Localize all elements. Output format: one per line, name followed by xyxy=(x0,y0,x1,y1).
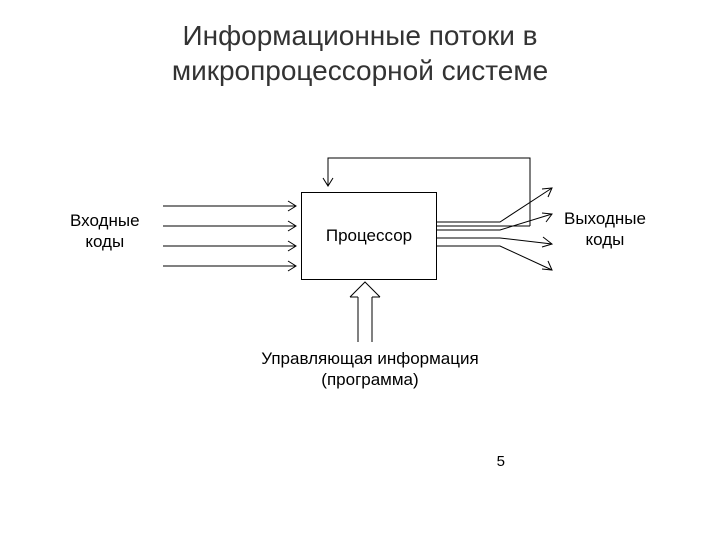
output-arrows-group xyxy=(437,188,552,270)
control-arrow xyxy=(350,282,380,342)
output-codes-text: Выходныекоды xyxy=(564,208,646,251)
input-arrows-group xyxy=(163,201,296,271)
processor-box: Процессор xyxy=(301,192,437,280)
page-number: 5 xyxy=(497,453,505,470)
control-info-text: Управляющая информация(программа) xyxy=(240,348,500,391)
control-info-label: Управляющая информация(программа) xyxy=(240,348,500,391)
input-codes-label: Входныекоды xyxy=(70,210,140,253)
output-codes-label: Выходныекоды xyxy=(564,208,646,251)
input-codes-text: Входныекоды xyxy=(70,210,140,253)
processor-label: Процессор xyxy=(326,226,412,246)
